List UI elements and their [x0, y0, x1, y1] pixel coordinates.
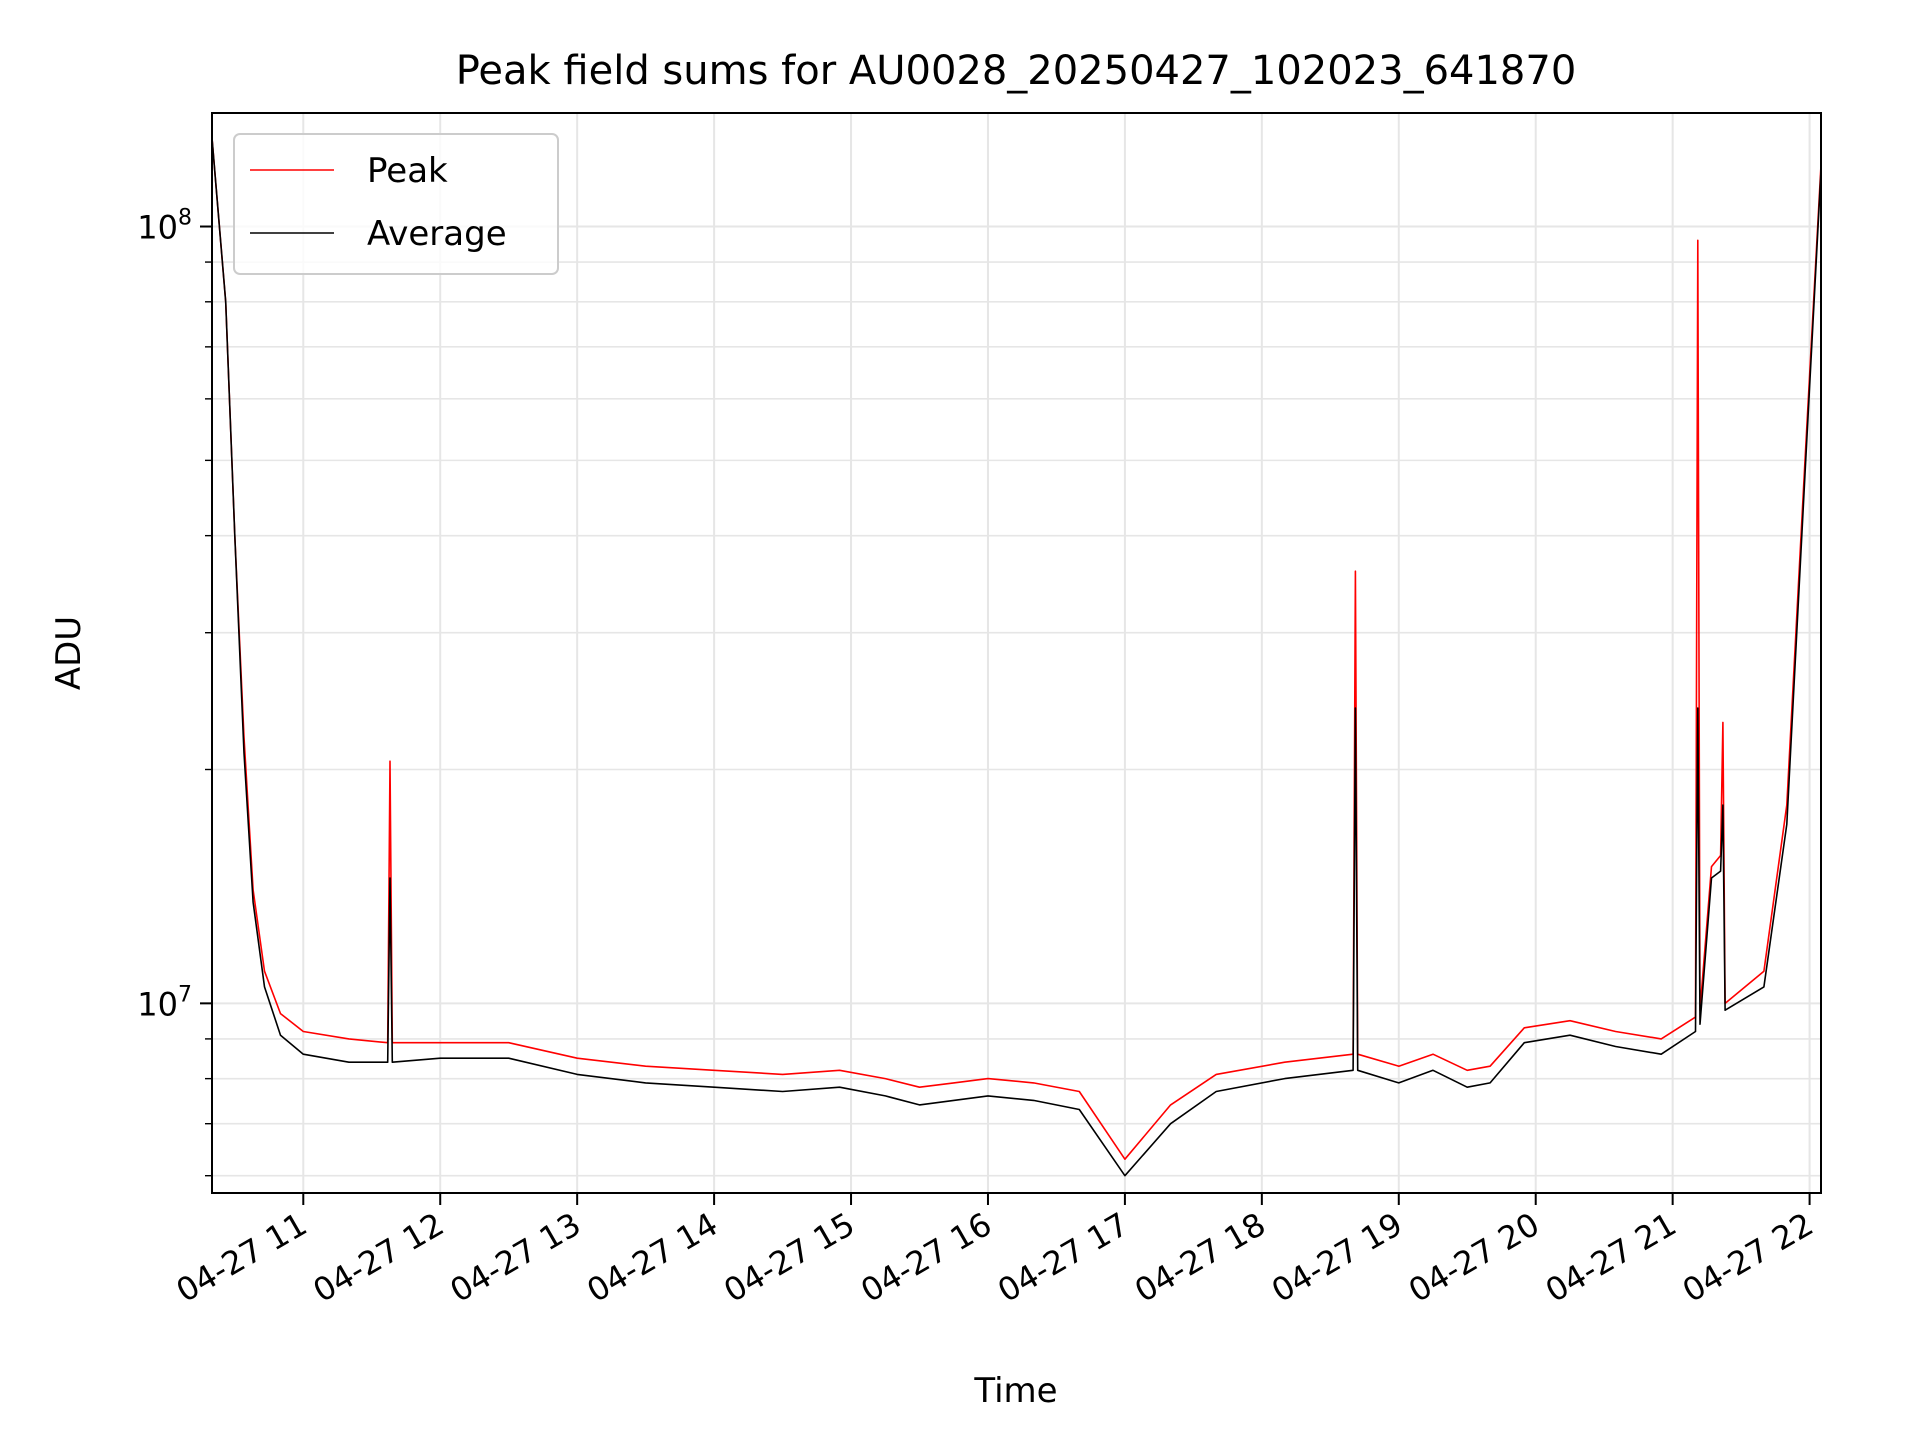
legend-label-peak: Peak — [367, 151, 448, 191]
legend-box — [233, 133, 559, 275]
series-line-average — [211, 137, 1822, 1177]
legend-label-average: Average — [367, 214, 507, 254]
series-line-peak — [211, 137, 1822, 1160]
legend: Peak Average — [233, 133, 559, 275]
y-tick-label: 108 — [137, 206, 192, 247]
y-axis: 107 108 — [137, 206, 212, 1177]
y-axis-label: ADU — [49, 616, 89, 690]
y-tick-label: 107 — [137, 982, 192, 1023]
grid — [212, 113, 1821, 1193]
x-axis-label: Time — [973, 1371, 1057, 1411]
series-layer — [211, 137, 1822, 1177]
plot-frame — [211, 112, 1822, 1194]
plot-area — [211, 137, 1822, 1177]
chart-title: Peak field sums for AU0028_20250427_1020… — [456, 48, 1577, 94]
